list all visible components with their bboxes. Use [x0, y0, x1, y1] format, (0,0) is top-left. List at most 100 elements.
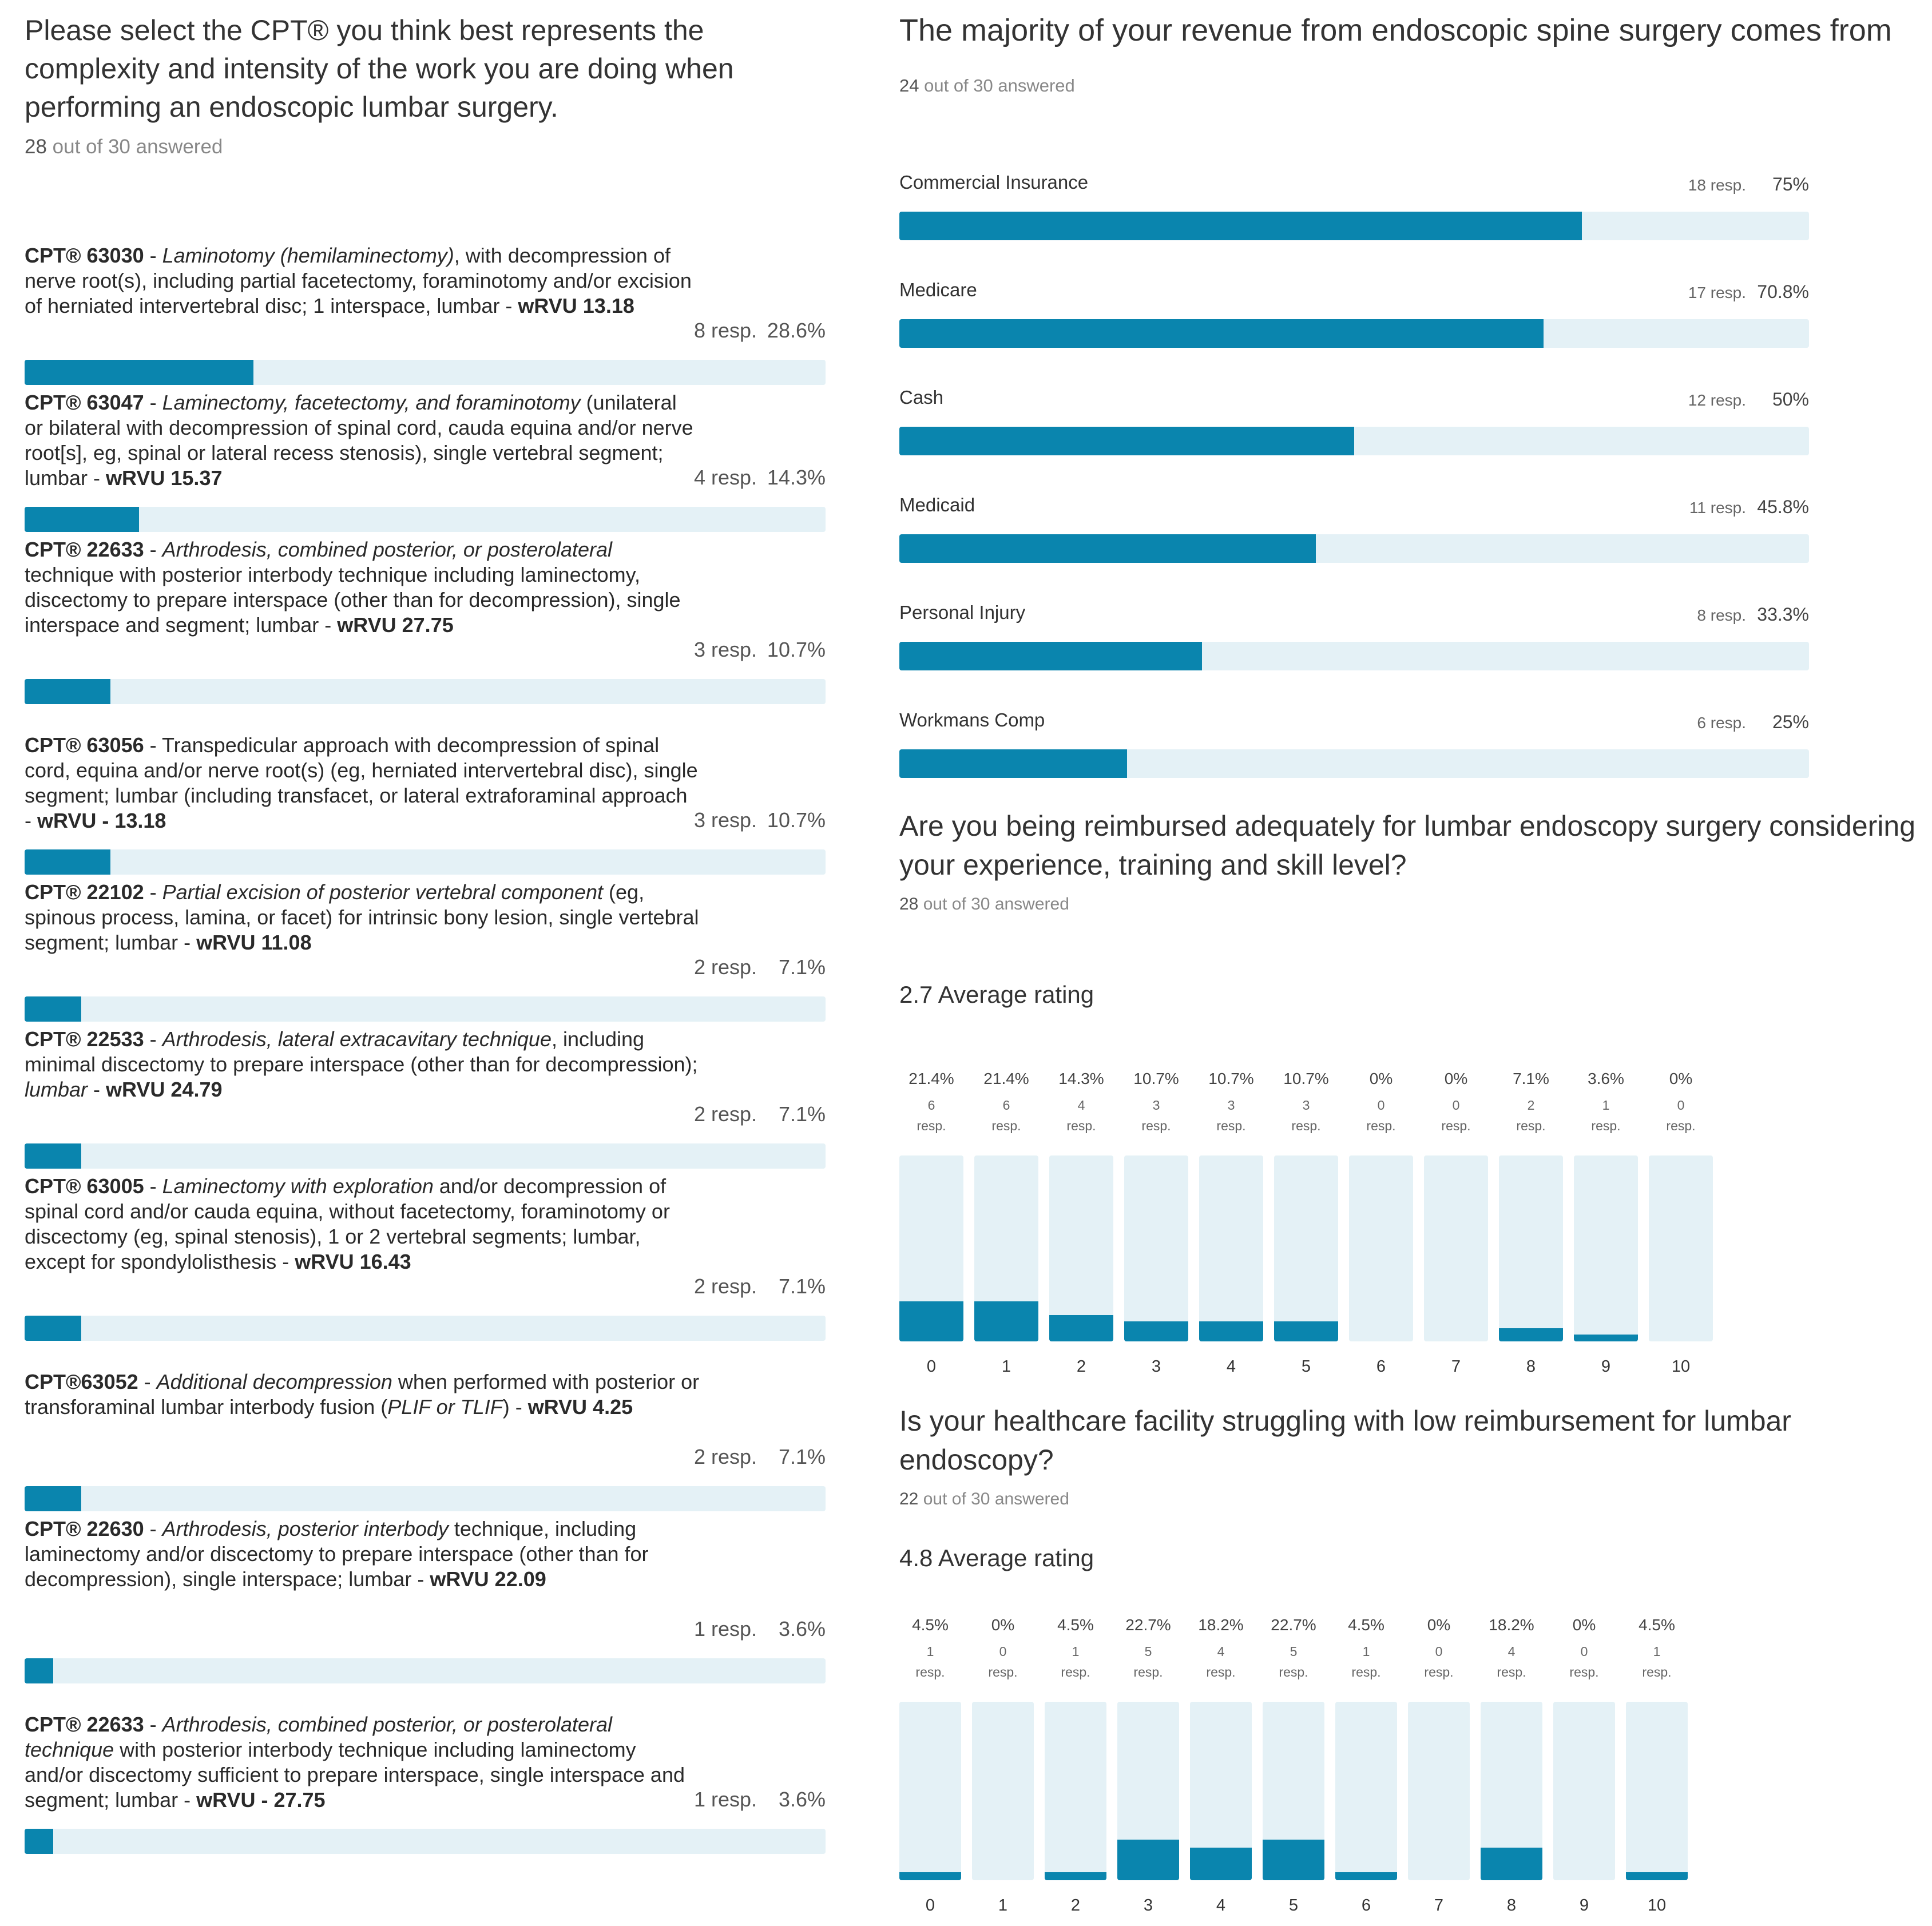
cpt-option-bar-fill — [25, 1486, 82, 1511]
rating-count-label: 5 resp. — [1263, 1641, 1324, 1682]
rating-tick-label: 5 — [1301, 1357, 1311, 1376]
rating-bar-fill — [1499, 1328, 1563, 1341]
cpt-option-stat: 4 resp. 14.3% — [694, 466, 826, 490]
cpt-option[interactable]: CPT® 22630 - Arthrodesis, posterior inte… — [25, 1516, 826, 1712]
rating-tick-label: 10 — [1647, 1896, 1667, 1915]
cpt-option-stat: 2 resp. 7.1% — [694, 1102, 826, 1126]
rating-bar-track — [1553, 1702, 1615, 1880]
revenue-question-panel: The majority of your revenue from endosc… — [899, 11, 1929, 778]
rating-tick-label: 7 — [1451, 1357, 1461, 1376]
rating-count-label: 2 resp. — [1499, 1095, 1563, 1136]
rating-count-label: 0 resp. — [1649, 1095, 1713, 1136]
rating-tick-label: 7 — [1434, 1896, 1444, 1915]
rating-count-label: 5 resp. — [1117, 1641, 1179, 1682]
revenue-option-percent: 45.8% — [1757, 497, 1809, 517]
rating-count-value: 1 — [1653, 1644, 1661, 1659]
cpt-option[interactable]: CPT® 22102 - Partial excision of posteri… — [25, 880, 826, 1027]
rating-count-label: 1 resp. — [899, 1641, 961, 1682]
cpt-option[interactable]: CPT® 63030 - Laminotomy (hemilaminectomy… — [25, 243, 826, 390]
rating-bar-track — [972, 1702, 1034, 1880]
rating-resp-word: resp. — [1569, 1665, 1599, 1679]
rating-count-value: 0 — [1452, 1098, 1460, 1113]
revenue-option[interactable]: Cash 12 resp. 50% — [899, 387, 1809, 494]
revenue-option[interactable]: Medicaid 11 resp. 45.8% — [899, 494, 1809, 602]
cpt-option-label: CPT®63052 - Additional decompression whe… — [25, 1370, 700, 1419]
cpt-option[interactable]: CPT® 63005 - Laminectomy with exploratio… — [25, 1174, 826, 1369]
cpt-option-percent: 7.1% — [778, 1274, 826, 1298]
revenue-option[interactable]: Medicare 17 resp. 70.8% — [899, 279, 1809, 387]
cpt-option-percent: 10.7% — [767, 638, 826, 661]
reimbursed-question-panel: Are you being reimbursed adequately for … — [899, 807, 1929, 1379]
revenue-option-percent: 75% — [1772, 174, 1809, 194]
rating-bar-track — [1263, 1702, 1324, 1880]
cpt-option[interactable]: CPT® 63056 - Transpedicular approach wit… — [25, 733, 826, 880]
rating-percent-label: 22.7% — [1271, 1616, 1316, 1634]
rating-bar-track — [1274, 1155, 1338, 1341]
rating-tick-label: 4 — [1226, 1357, 1236, 1376]
rating-count-value: 0 — [999, 1644, 1007, 1659]
cpt-option-label: CPT® 22630 - Arthrodesis, posterior inte… — [25, 1517, 649, 1591]
reimbursed-answered-count: 28 out of 30 answered — [899, 895, 1069, 914]
cpt-option-bar-fill — [25, 1143, 82, 1169]
facility-average-rating: 4.8 Average rating — [899, 1544, 1094, 1571]
rating-tick-label: 1 — [998, 1896, 1008, 1915]
rating-count-value: 4 — [1217, 1644, 1225, 1659]
revenue-option[interactable]: Workmans Comp 6 resp. 25% — [899, 709, 1809, 817]
revenue-option-resp: 12 resp. — [1688, 391, 1746, 409]
rating-bar-fill — [1199, 1321, 1263, 1341]
cpt-option-percent: 7.1% — [778, 1102, 826, 1126]
rating-count-label: 1 resp. — [1045, 1641, 1106, 1682]
rating-count-label: 1 resp. — [1626, 1641, 1688, 1682]
cpt-option[interactable]: CPT® 22633 - Arthrodesis, combined poste… — [25, 1712, 826, 1859]
rating-percent-label: 3.6% — [1588, 1070, 1624, 1087]
cpt-option-bar-track — [25, 507, 826, 532]
rating-bar-track — [1424, 1155, 1488, 1341]
revenue-option-percent: 70.8% — [1757, 281, 1809, 302]
rating-resp-word: resp. — [991, 1118, 1021, 1133]
rating-resp-word: resp. — [1216, 1118, 1246, 1133]
revenue-option-stat: 8 resp. 33.3% — [1697, 604, 1809, 625]
rating-column: 18.2% 4 resp. 8 — [1481, 1616, 1542, 1926]
cpt-option[interactable]: CPT® 22533 - Arthrodesis, lateral extrac… — [25, 1027, 826, 1174]
reimbursed-question-title: Are you being reimbursed adequately for … — [899, 810, 1916, 881]
rating-tick-label: 3 — [1143, 1896, 1153, 1915]
cpt-option[interactable]: CPT® 63047 - Laminectomy, facetectomy, a… — [25, 390, 826, 537]
revenue-option-bar-track — [899, 642, 1809, 670]
rating-bar-fill — [1045, 1872, 1106, 1880]
cpt-option-resp: 1 resp. — [693, 1788, 757, 1811]
rating-percent-label: 21.4% — [909, 1070, 954, 1087]
rating-count-label: 0 resp. — [1349, 1095, 1413, 1136]
rating-tick-label: 2 — [1070, 1896, 1081, 1915]
rating-bar-track — [899, 1702, 961, 1880]
cpt-option-label: CPT® 22633 - Arthrodesis, combined poste… — [25, 538, 681, 637]
rating-resp-word: resp. — [915, 1665, 945, 1679]
rating-tick-label: 9 — [1579, 1896, 1589, 1915]
rating-resp-word: resp. — [1591, 1118, 1621, 1133]
revenue-option[interactable]: Commercial Insurance 18 resp. 75% — [899, 172, 1809, 279]
rating-count-value: 1 — [1602, 1098, 1610, 1113]
rating-tick-label: 8 — [1506, 1896, 1517, 1915]
rating-bar-fill — [1626, 1872, 1688, 1880]
cpt-option-bar-fill — [25, 996, 82, 1022]
revenue-answered-count: 24 out of 30 answered — [899, 76, 1075, 96]
revenue-option[interactable]: Personal Injury 8 resp. 33.3% — [899, 602, 1809, 709]
rating-bar-track — [1117, 1702, 1179, 1880]
rating-percent-label: 4.5% — [1639, 1616, 1675, 1634]
rating-bar-track — [1499, 1155, 1563, 1341]
rating-count-label: 0 resp. — [1553, 1641, 1615, 1682]
rating-percent-label: 21.4% — [983, 1070, 1029, 1087]
rating-percent-label: 4.5% — [1057, 1616, 1094, 1634]
cpt-option-stat: 3 resp. 10.7% — [694, 638, 826, 662]
rating-count-value: 1 — [926, 1644, 934, 1659]
facility-answered-count: 22 out of 30 answered — [899, 1490, 1069, 1508]
cpt-option-percent: 10.7% — [767, 808, 826, 832]
rating-resp-word: resp. — [1066, 1118, 1096, 1133]
rating-column: 18.2% 4 resp. 4 — [1190, 1616, 1252, 1926]
rating-bar-track — [1408, 1702, 1470, 1880]
rating-count-value: 1 — [1072, 1644, 1080, 1659]
rating-resp-word: resp. — [1279, 1665, 1308, 1679]
cpt-option[interactable]: CPT® 22633 - Arthrodesis, combined poste… — [25, 537, 826, 733]
cpt-option[interactable]: CPT®63052 - Additional decompression whe… — [25, 1369, 826, 1516]
cpt-option-bar-track — [25, 1829, 826, 1854]
cpt-option-bar-track — [25, 1143, 826, 1169]
